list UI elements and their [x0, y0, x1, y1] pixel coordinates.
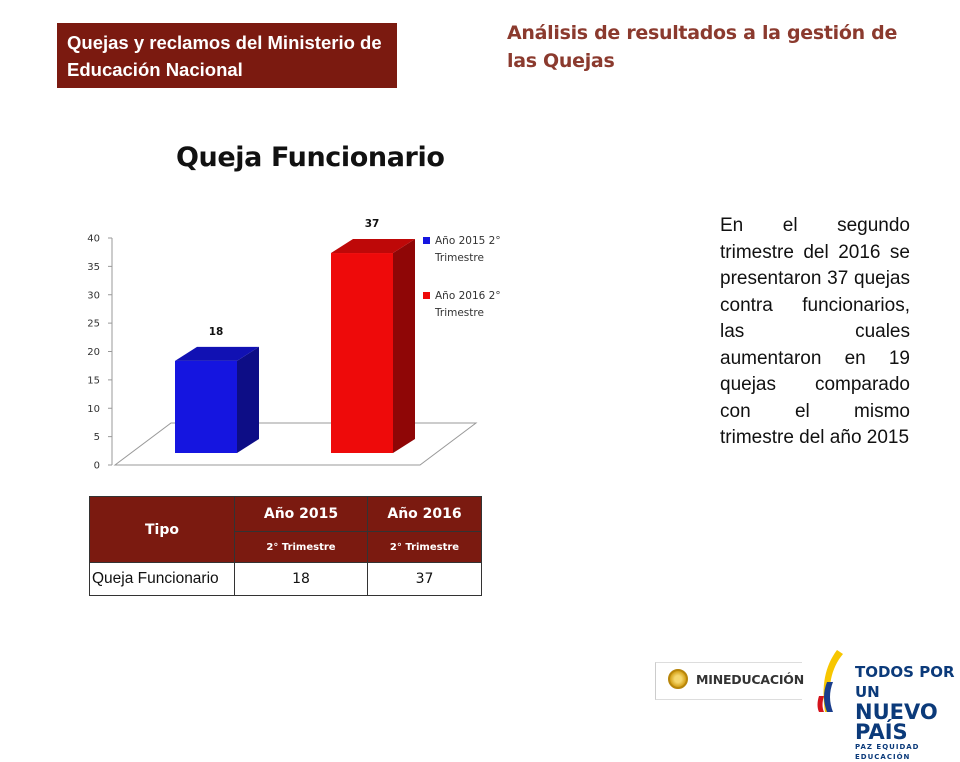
y-tick-label: 0 — [94, 461, 100, 472]
legend-label-2-line2: Trimestre — [434, 307, 484, 319]
y-tick-label: 40 — [87, 234, 100, 245]
table-header-year-2016: Año 2016 — [367, 496, 482, 532]
bar-side-1 — [237, 346, 259, 453]
legend-label-2: Año 2016 2° — [435, 290, 501, 302]
table-header-tipo: Tipo — [89, 496, 235, 563]
table-row: Queja Funcionario 18 37 — [89, 562, 482, 596]
legend-swatch-2 — [423, 292, 430, 299]
section-title-box: Quejas y reclamos del Ministerio de Educ… — [57, 23, 397, 88]
table-header-period-2016: 2° Trimestre — [367, 531, 482, 563]
y-tick-label: 30 — [87, 290, 100, 301]
legend-label-1-line2: Trimestre — [434, 252, 484, 264]
y-tick-label: 35 — [87, 262, 100, 273]
bar-top-2 — [331, 239, 415, 254]
table-header-period-2015: 2° Trimestre — [234, 531, 368, 563]
table-row-label: Queja Funcionario — [89, 562, 235, 596]
table-cell-2015: 18 — [234, 562, 368, 596]
footer-logos: MINEDUCACIÓN TODOS POR UN NUEVO PAÍS PAZ… — [655, 640, 955, 761]
mineducacion-logo: MINEDUCACIÓN — [655, 662, 804, 700]
chart-title: Queja Funcionario — [176, 142, 445, 173]
page-subtitle: Análisis de resultados a la gestión de l… — [507, 22, 898, 72]
slogan-line-1: TODOS POR UN — [855, 663, 955, 701]
slogan-line-2: NUEVO PAÍS — [855, 700, 938, 744]
legend-label-1: Año 2015 2° — [435, 235, 501, 247]
description-text: En el segundo trimestre del 2016 se pres… — [720, 215, 910, 448]
colombia-flag-stripes-icon — [817, 650, 843, 712]
slogan-line-3: PAZ EQUIDAD EDUCACIÓN — [855, 743, 920, 761]
todos-por-un-nuevo-pais-logo: TODOS POR UN NUEVO PAÍS PAZ EQUIDAD EDUC… — [855, 662, 955, 762]
y-tick-label: 20 — [87, 347, 100, 358]
data-label-1: 18 — [209, 326, 224, 338]
table-header-year-2015: Año 2015 — [234, 496, 368, 532]
y-tick-label: 5 — [94, 432, 100, 443]
y-tick-label: 10 — [87, 404, 100, 415]
y-tick-label: 25 — [87, 319, 100, 330]
bar-chart: 0 5 10 15 20 25 30 35 40 18 37 Año 2015 2° Trimestre… — [87, 218, 501, 472]
data-table: Tipo Año 2015 Año 2016 2° Trimestre 2° T… — [89, 496, 482, 596]
data-label-2: 37 — [365, 218, 380, 230]
legend-swatch-1 — [423, 237, 430, 244]
bar-side-2 — [393, 239, 415, 453]
y-tick-label: 15 — [87, 375, 100, 386]
bar-2 — [331, 253, 393, 453]
mineducacion-logo-text: MINEDUCACIÓN — [696, 672, 804, 687]
bar-top-1 — [175, 346, 259, 361]
section-title: Quejas y reclamos del Ministerio de Educ… — [67, 32, 382, 80]
national-seal-icon — [668, 669, 688, 689]
chart-floor — [113, 422, 478, 466]
table-cell-2016: 37 — [367, 562, 482, 596]
bar-1 — [175, 360, 237, 453]
